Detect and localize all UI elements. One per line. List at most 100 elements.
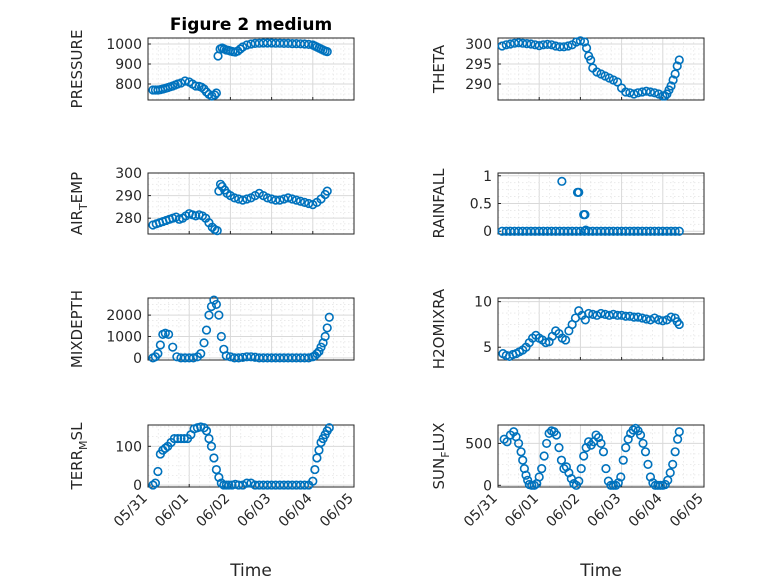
y-tick-label: 1000 [106,37,142,53]
y-axis-label: AIRTEMP [68,172,90,235]
data-point [601,463,611,474]
data-point [299,480,310,490]
data-point [211,88,221,98]
y-axis-label-main: TERR [68,450,86,491]
data-point [173,433,183,444]
data-point [612,77,623,87]
data-point [201,426,212,436]
data-point [674,427,684,437]
data-point [518,455,528,465]
data-point [635,430,646,440]
data-point [209,453,219,463]
data-point [621,443,631,453]
plot-border [147,37,355,101]
y-axis-label-main: AIR [68,210,86,235]
x-tick-label: 05/31 [461,491,501,531]
data-point [153,348,163,359]
y-axis-label: SUNFLUX [430,423,452,490]
plot-area [147,297,355,361]
data-point [674,226,684,236]
data-point [501,40,511,50]
plot-border [497,297,705,361]
y-axis-label-rest: EMP [68,172,86,203]
y-tick-label: 800 [115,77,142,93]
data-point [212,226,222,236]
subplot-5: 0 1000 2000 MIXDEPTH [68,290,355,368]
data-point [666,81,676,91]
data-point [221,351,231,361]
data-point [283,193,293,203]
y-tick-label: 290 [465,77,492,93]
data-point [649,88,660,98]
y-tick-label: 0 [133,351,142,367]
y-axis-label: THETA [430,44,448,94]
data-point [160,443,170,453]
data-point [556,455,567,465]
data-point [497,41,507,51]
data-point [560,335,571,345]
data-point [629,89,639,99]
data-point [324,423,334,433]
data-point [580,209,590,220]
y-tick-label: 0 [483,224,492,240]
data-point [521,470,531,480]
data-point [596,308,606,319]
data-point [579,37,590,47]
y-axis-label-rest: LUX [430,423,448,452]
data-point [616,472,626,482]
data-point [322,323,332,333]
plot-area [497,297,705,361]
y-tick-label: 5 [483,340,492,356]
y-axis-label-subscript: T [77,203,90,211]
y-axis-label: PRESSURE [68,30,86,109]
subplot-3: 280 290 300 AIRTEMP [68,166,355,236]
plot-border [497,172,705,235]
data-point [204,310,214,320]
data-point [179,433,189,444]
x-tick-label: 06/03 [235,491,275,531]
data-point [658,316,668,326]
data-point [611,480,621,490]
y-tick-label: 300 [115,166,142,182]
x-tick-label: 06/01 [152,491,192,531]
data-point [210,90,220,100]
data-point [164,329,174,339]
data-point [674,319,684,330]
data-point [621,87,631,97]
data-point [314,346,324,357]
y-axis-label: RAINFALL [430,168,448,239]
data-point [199,338,209,348]
data-point [576,463,586,474]
figure-title: Figure 2 medium [170,15,332,35]
y-tick-label: 2000 [106,308,142,324]
data-point [660,91,670,101]
data-point [262,193,273,203]
data-point [584,308,594,319]
data-point [542,438,552,449]
data-point [308,476,318,486]
data-point [557,176,567,186]
data-point [275,195,285,205]
data-point [526,39,536,49]
data-point [168,342,178,352]
y-tick-label: 1000 [106,329,142,345]
data-point [211,299,221,310]
x-tick-label: 06/03 [585,491,625,531]
y-tick-label: 100 [115,439,142,455]
data-point [672,61,682,71]
subplot-2: 290 295 300 THETA [430,36,705,101]
data-point [238,195,248,205]
y-axis-label-subscript: F [439,451,452,457]
data-point [188,353,198,363]
data-point [579,451,589,461]
y-tick-label: 900 [115,57,142,73]
y-axis-label: MIXDEPTH [68,290,86,368]
y-axis-label-rest: SL [68,422,86,441]
data-point [591,430,601,440]
data-point [574,476,584,486]
subplot-7: 0 100 TERRMSL 05/31 06/01 06/02 06/03 06/04 06/0… [68,422,357,581]
data-point [224,480,234,490]
data-point [206,441,217,451]
data-point [322,46,332,57]
